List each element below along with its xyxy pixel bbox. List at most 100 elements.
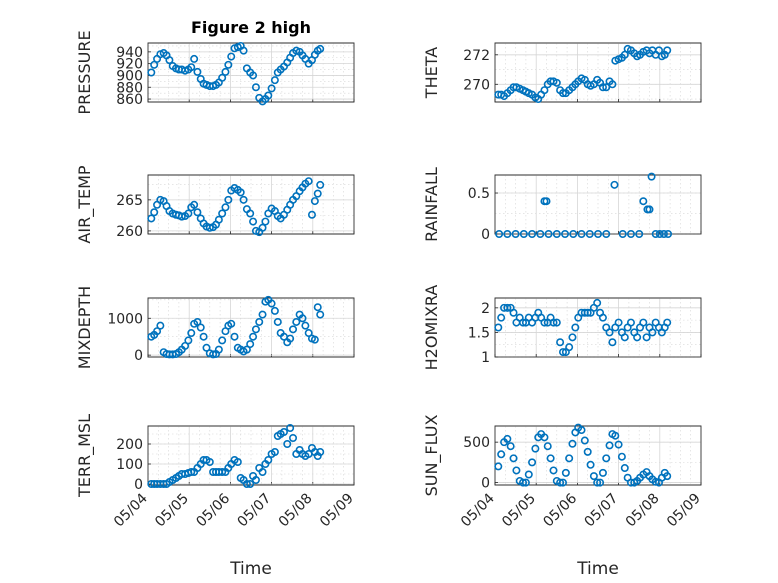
y-tick-label: 1.5 — [468, 325, 490, 341]
data-point — [605, 328, 614, 337]
data-point — [602, 230, 611, 239]
y-axis-label: H2OMIXRA — [422, 285, 441, 371]
data-point — [552, 78, 561, 87]
data-point — [251, 475, 260, 484]
data-point — [495, 230, 504, 239]
data-point — [561, 230, 570, 239]
data-point — [249, 332, 258, 341]
data-point — [316, 44, 325, 53]
data-point — [663, 472, 672, 481]
data-point — [230, 332, 239, 341]
y-tick-label: 0 — [134, 477, 143, 493]
data-point — [251, 83, 260, 92]
data-point — [568, 439, 577, 448]
data-point — [509, 308, 518, 317]
data-point — [258, 223, 267, 232]
data-point — [531, 444, 540, 453]
data-point — [519, 230, 528, 239]
x-tick-label: 05/04 — [458, 490, 498, 530]
data-point — [258, 467, 267, 476]
data-point — [313, 189, 322, 198]
data-point — [283, 439, 292, 448]
data-point — [316, 180, 325, 189]
y-axis-label: THETA — [422, 47, 441, 99]
data-point — [586, 460, 595, 469]
data-point — [556, 478, 565, 487]
data-point — [648, 328, 657, 337]
data-point — [209, 350, 218, 359]
data-point — [626, 318, 635, 327]
data-point — [224, 195, 233, 204]
data-point — [184, 209, 193, 218]
data-point — [540, 86, 549, 95]
data-point — [620, 333, 629, 342]
data-point — [598, 83, 607, 92]
x-axis-label: Time — [229, 559, 272, 579]
data-point — [561, 468, 570, 477]
data-point — [147, 68, 156, 77]
x-tick-label: 05/07 — [235, 491, 275, 531]
y-axis-label: RAINFALL — [422, 167, 441, 242]
data-point — [310, 197, 319, 206]
data-point — [540, 433, 549, 442]
data-point — [218, 467, 227, 476]
data-point — [639, 197, 648, 206]
data-point — [202, 343, 211, 352]
data-point — [187, 467, 196, 476]
data-point — [558, 348, 567, 357]
data-point — [543, 442, 552, 451]
data-point — [289, 433, 298, 442]
x-tick-label: 05/05 — [152, 491, 192, 531]
plot-border — [147, 174, 355, 235]
y-tick-label: 270 — [463, 77, 490, 93]
data-point — [569, 230, 578, 239]
data-point — [614, 440, 623, 449]
data-point — [181, 341, 190, 350]
y-tick-label: 2 — [481, 301, 490, 317]
data-point — [605, 441, 614, 450]
data-point — [511, 230, 520, 239]
data-point — [536, 230, 545, 239]
data-point — [165, 56, 174, 65]
y-tick-label: 860 — [116, 92, 143, 108]
data-point — [589, 472, 598, 481]
data-point — [663, 318, 672, 327]
data-point — [617, 452, 626, 461]
y-axis-label: TERR_MSL — [75, 414, 95, 498]
x-tick-label: 05/08 — [276, 491, 316, 531]
data-point — [304, 177, 313, 186]
data-point — [255, 317, 264, 326]
data-point — [249, 217, 258, 226]
data-point — [227, 319, 236, 328]
y-tick-label: 200 — [116, 437, 143, 453]
data-point — [267, 84, 276, 93]
data-point — [264, 455, 273, 464]
data-point — [497, 313, 506, 322]
plot-border — [147, 425, 355, 486]
data-point — [316, 310, 325, 319]
y-tick-label: 1000 — [107, 311, 143, 327]
subplot-7: 0 100 200 TERR_MSL 05/04 05/05 05/06 05/07 05/08… — [75, 414, 357, 579]
plot-border — [147, 297, 355, 358]
data-point — [528, 230, 537, 239]
y-tick-label: 0 — [481, 476, 490, 492]
data-point — [524, 470, 533, 479]
data-point — [494, 323, 503, 332]
data-point — [503, 303, 512, 312]
data-point — [583, 308, 592, 317]
y-tick-label: 920 — [116, 57, 143, 73]
data-point — [519, 318, 528, 327]
data-point — [651, 230, 660, 239]
data-point — [565, 343, 574, 352]
data-point — [602, 83, 611, 92]
data-point — [593, 478, 602, 487]
data-point — [618, 230, 627, 239]
x-tick-label: 05/09 — [664, 491, 704, 531]
data-point — [187, 329, 196, 338]
data-point — [571, 323, 580, 332]
data-point — [258, 310, 267, 319]
data-point — [292, 317, 301, 326]
data-point — [549, 466, 558, 475]
data-point — [298, 314, 307, 323]
data-point — [242, 345, 251, 354]
